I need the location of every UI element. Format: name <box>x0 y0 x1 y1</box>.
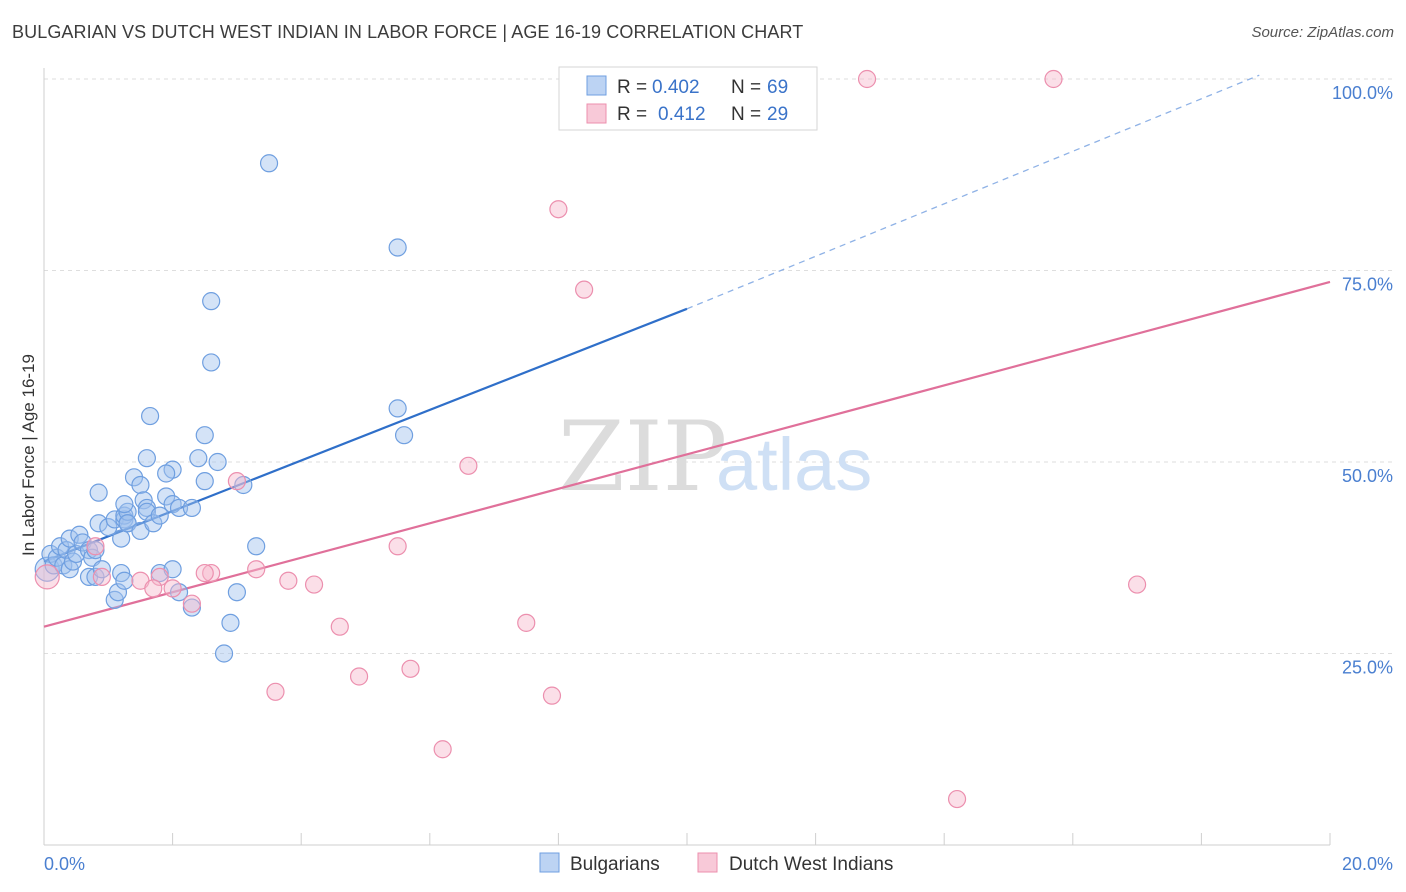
point-bulgarians-55 <box>195 472 214 491</box>
point-dutch-west-indians-18 <box>517 613 536 632</box>
point-bulgarians-59 <box>208 452 227 472</box>
point-bulgarians-66 <box>388 238 407 257</box>
y-tick-label-3: 100.0% <box>1332 83 1393 103</box>
tick-labels: 25.0% 50.0% 75.0% 100.0% 0.0% 20.0% <box>44 83 1393 874</box>
point-dutch-west-indians-11 <box>304 575 324 594</box>
point-dutch-west-indians-9 <box>266 682 285 701</box>
legend-r-label-2: R = <box>617 104 647 125</box>
point-bulgarians-28 <box>108 583 128 602</box>
axes <box>43 68 1331 846</box>
legend-n-value-1: 69 <box>767 77 788 98</box>
point-dutch-west-indians-20 <box>549 200 568 219</box>
point-dutch-west-indians-22 <box>857 69 877 89</box>
point-bulgarians-41 <box>150 506 169 525</box>
point-dutch-west-indians-6 <box>202 563 221 583</box>
chart-title: BULGARIAN VS DUTCH WEST INDIAN IN LABOR … <box>12 22 804 42</box>
legend-r-value-2: 0.412 <box>658 104 706 125</box>
point-dutch-west-indians-4 <box>163 579 182 598</box>
point-bulgarians-47 <box>169 498 189 518</box>
point-dutch-west-indians-13 <box>349 667 369 686</box>
legend-n-label-2: N = <box>731 104 761 125</box>
point-bulgarians-58 <box>202 292 221 311</box>
point-bulgarians-6 <box>57 540 76 560</box>
point-dutch-west-indians-23 <box>947 789 967 809</box>
point-bulgarians-65 <box>259 154 279 173</box>
point-bulgarians-23 <box>112 529 131 548</box>
y-tick-label-0: 25.0% <box>1342 658 1393 678</box>
grid <box>44 78 1392 654</box>
point-dutch-west-indians-12 <box>330 617 349 636</box>
point-dutch-west-indians-8 <box>247 560 266 579</box>
legend-r-label-1: R = <box>617 77 647 98</box>
legend-swatch-bulgarians <box>586 75 607 96</box>
point-bulgarians-20 <box>89 483 108 502</box>
point-dutch-west-indians-5 <box>182 594 201 613</box>
point-bulgarians-35 <box>131 475 150 495</box>
x-tick-label-1: 20.0% <box>1342 854 1393 874</box>
point-bulgarians-49 <box>182 498 201 518</box>
point-bulgarians-32 <box>115 495 134 514</box>
watermark: ZIP atlas <box>558 401 872 513</box>
point-bulgarians-43 <box>140 406 160 426</box>
point-bulgarians-61 <box>221 613 240 632</box>
data-points <box>34 69 1147 809</box>
point-bulgarians-0 <box>34 556 60 582</box>
y-tick-label-2: 75.0% <box>1342 275 1393 295</box>
source-label: Source: ZipAtlas.com <box>1251 24 1394 41</box>
point-dutch-west-indians-26 <box>195 563 214 583</box>
legend-n-label-1: N = <box>731 77 761 98</box>
point-bulgarians-50 <box>189 449 208 468</box>
trendline-extension-bulgarians <box>686 74 1260 310</box>
trendlines <box>43 74 1331 628</box>
bottom-legend-bulgarians: Bulgarians <box>570 854 660 875</box>
legend: R = 0.402 N = 69 R = 0.412 N = 29 <box>558 66 818 131</box>
point-dutch-west-indians-15 <box>401 659 420 678</box>
point-bulgarians-57 <box>202 353 221 372</box>
point-bulgarians-18 <box>92 560 111 579</box>
point-bulgarians-48 <box>157 464 176 483</box>
point-bulgarians-60 <box>214 644 234 663</box>
point-bulgarians-52 <box>182 598 201 617</box>
point-dutch-west-indians-10 <box>279 571 298 590</box>
point-bulgarians-56 <box>195 426 214 445</box>
watermark-atlas: atlas <box>716 423 872 506</box>
trendline-dutch-west-indians <box>43 280 1331 628</box>
point-dutch-west-indians-17 <box>459 456 478 475</box>
x-tick-label-0: 0.0% <box>44 854 85 874</box>
point-bulgarians-16 <box>86 540 105 560</box>
point-bulgarians-30 <box>115 571 134 590</box>
point-bulgarians-62 <box>227 583 246 602</box>
point-dutch-west-indians-28 <box>92 567 111 587</box>
point-dutch-west-indians-27 <box>144 579 163 598</box>
point-bulgarians-42 <box>137 449 156 468</box>
point-dutch-west-indians-0 <box>34 564 60 590</box>
point-dutch-west-indians-1 <box>86 537 105 556</box>
bottom-legend-swatch-dutch-west-indians <box>697 852 718 873</box>
point-dutch-west-indians-21 <box>575 280 594 299</box>
point-dutch-west-indians-7 <box>227 472 246 491</box>
bottom-legend-swatch-bulgarians <box>539 852 560 873</box>
point-dutch-west-indians-16 <box>433 740 452 759</box>
watermark-zip: ZIP <box>558 401 727 513</box>
point-dutch-west-indians-19 <box>542 686 562 705</box>
bottom-legend: Bulgarians Dutch West Indians <box>539 852 893 875</box>
y-tick-label-1: 50.0% <box>1342 466 1393 486</box>
bottom-legend-dutch-west-indians: Dutch West Indians <box>729 854 893 875</box>
point-dutch-west-indians-24 <box>1044 69 1063 89</box>
y-axis-label: In Labor Force | Age 16-19 <box>19 354 38 556</box>
point-dutch-west-indians-25 <box>1127 575 1147 594</box>
legend-swatch-dutch-west-indians <box>586 103 607 124</box>
point-bulgarians-67 <box>394 426 414 445</box>
legend-r-value-1: 0.402 <box>652 77 700 98</box>
legend-n-value-2: 29 <box>767 104 788 125</box>
point-bulgarians-68 <box>388 399 407 418</box>
point-dutch-west-indians-3 <box>150 567 169 587</box>
point-bulgarians-64 <box>247 537 266 556</box>
point-dutch-west-indians-14 <box>388 537 407 556</box>
